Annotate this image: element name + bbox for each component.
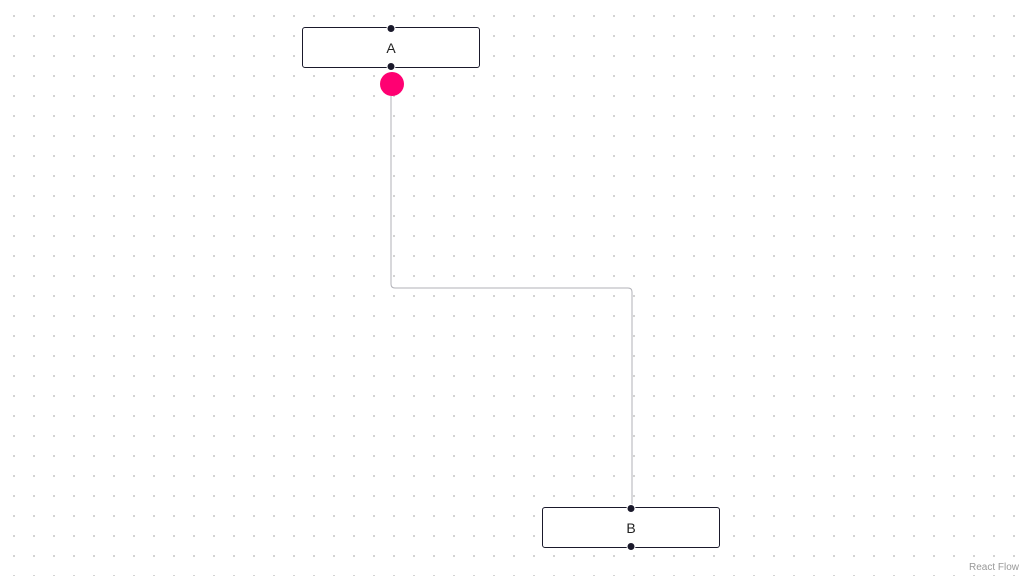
node-b[interactable]: B [542, 504, 720, 551]
connection-handle-indicator[interactable] [380, 72, 404, 96]
attribution-link[interactable]: React Flow [966, 561, 1021, 574]
source-handle[interactable] [386, 62, 396, 71]
edge-a-to-b[interactable] [390, 96, 633, 506]
node-label: A [386, 39, 396, 56]
source-handle[interactable] [626, 542, 636, 551]
target-handle[interactable] [386, 24, 396, 33]
node-label: B [626, 519, 636, 536]
node-a[interactable]: A [302, 24, 480, 71]
target-handle[interactable] [626, 504, 636, 513]
